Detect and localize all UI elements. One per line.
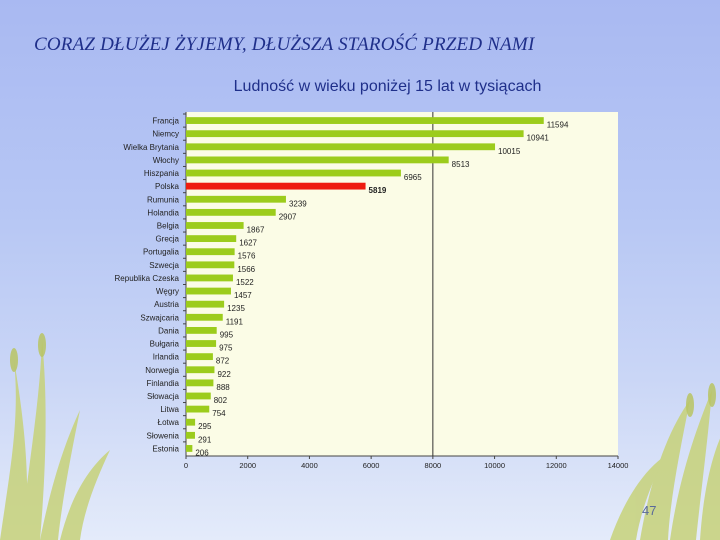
value-label: 6965 bbox=[404, 173, 422, 182]
value-label: 8513 bbox=[452, 160, 470, 169]
value-label: 754 bbox=[212, 409, 226, 418]
category-label: Bułgaria bbox=[150, 340, 180, 349]
value-label: 1576 bbox=[238, 252, 256, 261]
x-tick-label: 8000 bbox=[425, 461, 442, 470]
category-label: Norwegia bbox=[145, 366, 179, 375]
bar bbox=[186, 195, 286, 203]
bar bbox=[186, 379, 214, 387]
value-label: 2907 bbox=[279, 212, 297, 221]
category-label: Szwecja bbox=[149, 261, 179, 270]
value-label: 922 bbox=[217, 370, 231, 379]
category-label: Francja bbox=[152, 117, 179, 126]
value-label: 1235 bbox=[227, 304, 245, 313]
value-label: 995 bbox=[220, 330, 234, 339]
category-label: Wielka Brytania bbox=[123, 143, 179, 152]
category-label: Holandia bbox=[147, 208, 179, 217]
value-label: 1867 bbox=[247, 225, 265, 234]
category-label: Rumunia bbox=[147, 195, 180, 204]
value-label: 10015 bbox=[498, 147, 521, 156]
x-tick-label: 0 bbox=[184, 461, 188, 470]
page-number: 47 bbox=[642, 503, 657, 518]
bar bbox=[186, 287, 231, 295]
bar bbox=[186, 340, 217, 347]
category-label: Estonia bbox=[152, 444, 179, 453]
x-tick-label: 2000 bbox=[239, 461, 256, 470]
bar bbox=[186, 248, 235, 256]
plot-area bbox=[186, 112, 618, 456]
category-label: Słowenia bbox=[147, 431, 180, 440]
value-label: 975 bbox=[219, 344, 233, 353]
category-label: Belgia bbox=[157, 221, 180, 230]
bar bbox=[186, 405, 210, 413]
bar bbox=[186, 222, 244, 229]
x-tick-label: 6000 bbox=[363, 461, 380, 470]
bar bbox=[186, 156, 449, 164]
bar bbox=[186, 261, 235, 269]
bar bbox=[186, 366, 215, 374]
slide-title: CORAZ DŁUŻEJ ŻYJEMY, DŁUŻSZA STAROŚĆ PRZ… bbox=[34, 34, 535, 55]
bar bbox=[186, 235, 237, 243]
x-tick-label: 14000 bbox=[608, 461, 629, 470]
category-label: Republika Czeska bbox=[115, 274, 180, 283]
bar bbox=[186, 117, 544, 124]
x-tick-label: 4000 bbox=[301, 461, 318, 470]
value-label: 291 bbox=[198, 435, 212, 444]
value-label: 1191 bbox=[226, 317, 244, 326]
category-label: Hiszpania bbox=[144, 169, 180, 178]
category-label: Grecja bbox=[155, 235, 179, 244]
category-label: Litwa bbox=[160, 405, 179, 414]
bar bbox=[186, 169, 401, 177]
chart-title: Ludność w wieku poniżej 15 lat w tysiąca… bbox=[233, 78, 542, 95]
category-label: Włochy bbox=[153, 156, 179, 165]
value-label: 1627 bbox=[239, 239, 257, 248]
x-tick-label: 12000 bbox=[546, 461, 567, 470]
value-label: 1522 bbox=[236, 278, 254, 287]
bar bbox=[186, 274, 233, 282]
bar bbox=[186, 130, 524, 138]
category-label: Austria bbox=[154, 300, 179, 309]
bar bbox=[186, 418, 196, 426]
bar bbox=[186, 353, 213, 361]
category-label: Portugalia bbox=[143, 248, 180, 257]
category-label: Szwajcaria bbox=[140, 313, 179, 322]
value-label: 802 bbox=[214, 396, 228, 405]
value-label: 295 bbox=[198, 422, 212, 431]
category-label: Finlandia bbox=[147, 379, 180, 388]
bar bbox=[186, 208, 276, 216]
value-label: 1566 bbox=[237, 265, 255, 274]
bar bbox=[186, 445, 193, 452]
bar-highlight bbox=[186, 182, 366, 190]
category-label: Słowacja bbox=[147, 392, 180, 401]
value-label: 888 bbox=[216, 383, 230, 392]
category-label: Polska bbox=[155, 182, 180, 191]
category-label: Węgry bbox=[156, 287, 179, 296]
value-label: 10941 bbox=[527, 134, 550, 143]
bar bbox=[186, 143, 496, 151]
category-label: Irlandia bbox=[153, 353, 180, 362]
value-label: 5819 bbox=[369, 186, 387, 195]
x-tick-label: 10000 bbox=[484, 461, 505, 470]
value-label: 3239 bbox=[289, 199, 307, 208]
bar bbox=[186, 326, 217, 334]
bar bbox=[186, 431, 195, 439]
value-label: 872 bbox=[216, 357, 230, 366]
category-label: Łotwa bbox=[158, 418, 180, 427]
value-label: 1457 bbox=[234, 291, 252, 300]
bar bbox=[186, 300, 225, 308]
category-label: Niemcy bbox=[152, 130, 179, 139]
category-label: Dania bbox=[158, 326, 179, 335]
bar bbox=[186, 392, 211, 400]
value-label: 206 bbox=[195, 448, 209, 457]
value-label: 11594 bbox=[547, 121, 569, 130]
bar bbox=[186, 313, 223, 321]
